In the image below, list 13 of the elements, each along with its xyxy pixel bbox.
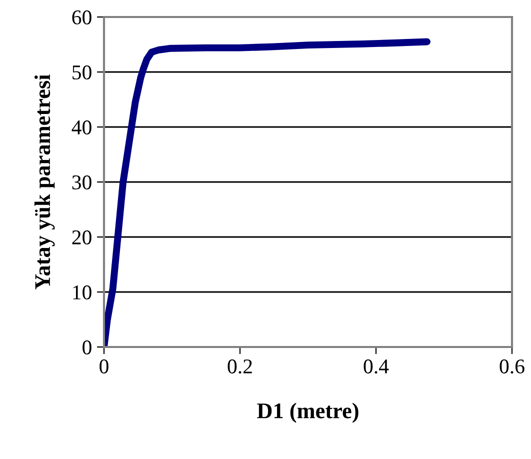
y-tick-label: 40 [72, 120, 92, 134]
y-axis-title: Yatay yük parametresi [34, 74, 55, 290]
x-tick-label: 0.2 [228, 359, 252, 374]
x-axis-title: D1 (metre) [257, 402, 358, 423]
x-tick-label: 0 [100, 359, 108, 374]
y-tick-label: 30 [72, 175, 92, 190]
y-tick-label: 50 [72, 65, 92, 80]
y-tick-label: 10 [73, 285, 92, 300]
x-tick-label: 0.6 [500, 359, 524, 374]
y-tick-label: 20 [72, 230, 92, 244]
x-tick-label: 0.4 [364, 359, 389, 374]
y-tick-label: 60 [72, 10, 92, 24]
y-tick-label: 0 [82, 340, 92, 354]
